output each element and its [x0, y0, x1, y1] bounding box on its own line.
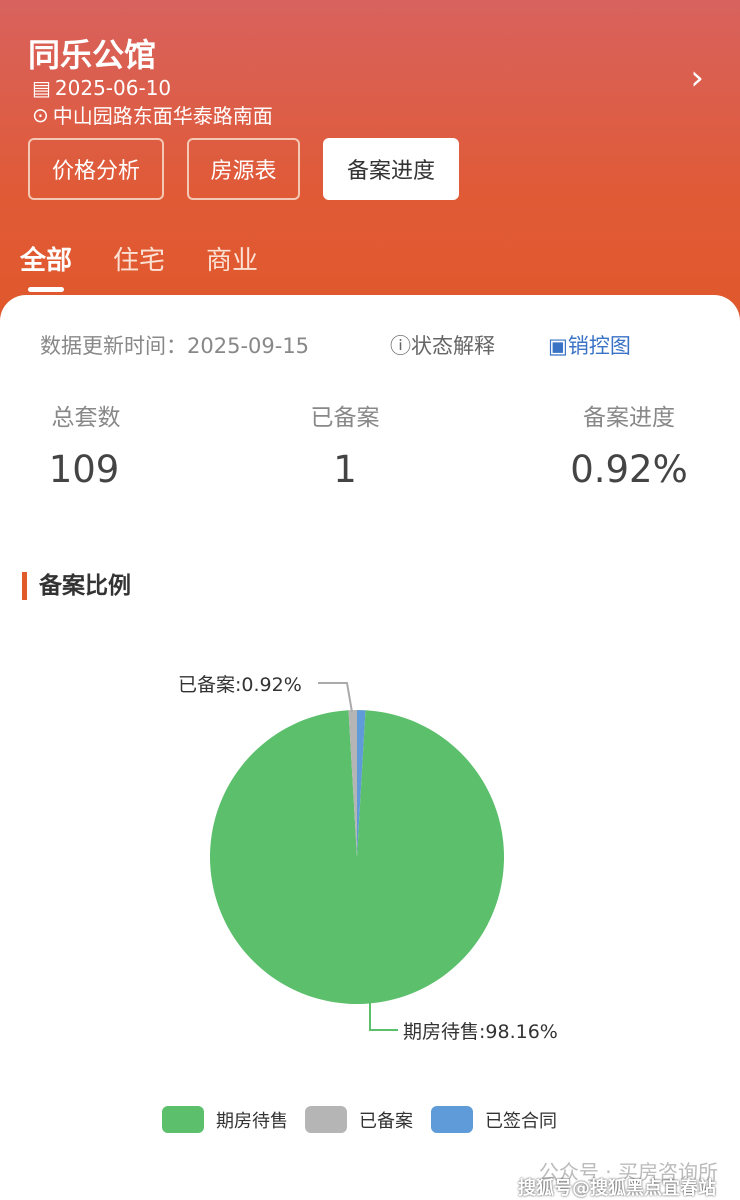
stat-label: 已备案 [310, 405, 380, 431]
label-line-filed [318, 682, 353, 713]
legend-swatch [431, 1106, 473, 1133]
legend-item-pending[interactable]: 期房待售 [162, 1106, 288, 1133]
address: ⊙ 中山园路东面华泰路南面 [32, 102, 273, 129]
legend-item-filed[interactable]: 已备案 [305, 1106, 413, 1133]
question-icon: ⓘ [390, 334, 411, 358]
project-title: 同乐公馆 [28, 36, 157, 74]
watermark: 公众号 · 买房咨询所 [538, 1160, 718, 1184]
stat-label: 备案进度 [583, 405, 675, 431]
pie-slice-期房待售 [209, 710, 504, 1005]
status-help-link[interactable]: ⓘ状态解释 [390, 334, 495, 358]
update-time: 数据更新时间：2025-09-15 [40, 334, 310, 358]
legend-item-signed[interactable]: 已签合同 [431, 1106, 557, 1133]
tab-commercial[interactable]: 商业 [206, 246, 259, 276]
stat-value: 0.92% [570, 448, 688, 491]
pie-chart: 已备案:0.92% 期房待售:98.16% [178, 674, 558, 1043]
header: 同乐公馆 ▤ 2025-06-10 ⊙ 中山园路东面华泰路南面 › 价格分析 房源表… [0, 0, 740, 330]
stat-label: 总套数 [51, 405, 121, 431]
watermark: 搜狐号@搜狐黑点宜春站 [518, 1178, 716, 1199]
filing-progress-button[interactable]: 备案进度 [323, 138, 459, 200]
tab-all[interactable]: 全部 [20, 246, 73, 276]
calendar-icon: ▤ [32, 76, 51, 100]
tab-residential[interactable]: 住宅 [113, 246, 166, 276]
listing-table-button[interactable]: 房源表 [187, 138, 300, 200]
slice-label-filed: 已备案:0.92% [178, 674, 302, 696]
location-pin-icon: ⊙ [32, 102, 49, 127]
slice-label-pending: 期房待售:98.16% [403, 1021, 558, 1043]
pie-slice-已签合同 [357, 710, 366, 857]
stat-value: 1 [333, 448, 357, 491]
section-title: 备案比例 [22, 572, 131, 600]
legend-swatch [305, 1106, 347, 1133]
stat-value: 109 [48, 448, 120, 491]
sales-map-link[interactable]: ▣销控图 [548, 334, 631, 358]
chevron-right-icon[interactable]: › [690, 58, 704, 98]
tab-underline [28, 287, 64, 292]
price-analysis-button[interactable]: 价格分析 [28, 138, 164, 200]
image-icon: ▣ [548, 334, 568, 358]
open-date: ▤ 2025-06-10 [32, 76, 172, 100]
pie-slice-已备案 [348, 710, 357, 857]
label-line-pending [369, 1000, 398, 1031]
legend-swatch [162, 1106, 204, 1133]
